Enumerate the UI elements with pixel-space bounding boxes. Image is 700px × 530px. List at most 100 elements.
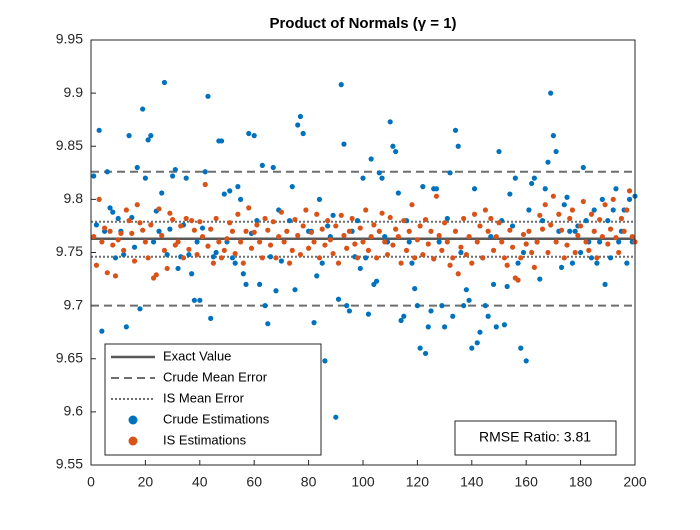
point — [393, 226, 399, 232]
point — [210, 254, 216, 260]
point — [539, 218, 546, 224]
point — [131, 244, 138, 250]
point — [610, 196, 616, 202]
point — [316, 255, 323, 261]
y-tick-label: 9.85 — [56, 137, 83, 153]
point — [199, 225, 206, 231]
y-tick-label: 9.65 — [56, 349, 83, 365]
point — [594, 255, 600, 261]
point — [379, 210, 385, 216]
point — [493, 324, 499, 330]
point — [616, 239, 622, 245]
point — [91, 233, 97, 240]
point — [477, 329, 483, 335]
point — [548, 90, 554, 96]
point — [286, 218, 293, 224]
point — [354, 255, 361, 261]
point — [480, 255, 486, 261]
point — [626, 188, 633, 194]
point — [150, 239, 157, 245]
point — [262, 303, 268, 309]
point — [526, 207, 532, 213]
point — [311, 320, 317, 326]
point — [235, 184, 241, 190]
point — [205, 93, 211, 99]
point — [167, 226, 173, 232]
point — [246, 205, 252, 211]
point — [357, 265, 363, 272]
point — [99, 328, 105, 334]
point — [442, 220, 448, 226]
point — [104, 270, 110, 276]
point — [96, 127, 102, 133]
point — [572, 228, 578, 234]
point — [191, 227, 197, 233]
point — [235, 211, 241, 217]
point — [180, 255, 187, 261]
point — [376, 228, 382, 234]
point — [314, 211, 320, 217]
point — [344, 245, 350, 251]
point — [368, 156, 374, 162]
point — [265, 321, 271, 327]
point — [99, 239, 105, 245]
point — [330, 250, 336, 257]
point — [607, 226, 614, 232]
point — [398, 260, 404, 266]
point — [240, 260, 246, 266]
point — [175, 239, 181, 245]
point — [458, 244, 464, 250]
point — [112, 273, 119, 279]
point — [488, 215, 494, 222]
point — [414, 303, 420, 309]
point — [537, 276, 543, 282]
legend-swatch — [128, 436, 138, 446]
point — [583, 239, 589, 245]
point — [216, 239, 222, 245]
point — [605, 241, 611, 247]
point — [578, 249, 584, 256]
point — [578, 223, 584, 229]
point — [580, 198, 586, 205]
point — [428, 228, 434, 234]
point — [352, 241, 358, 247]
point — [314, 273, 320, 279]
point — [316, 196, 323, 202]
point — [170, 216, 176, 223]
point — [306, 245, 312, 251]
point — [382, 233, 388, 240]
x-tick-label: 140 — [460, 474, 484, 490]
point — [148, 222, 154, 228]
point — [322, 242, 328, 248]
point — [175, 265, 181, 272]
point — [512, 175, 518, 181]
point — [515, 277, 521, 283]
y-tick-label: 9.75 — [56, 243, 83, 259]
point — [471, 186, 478, 192]
point — [183, 215, 189, 222]
point — [542, 186, 548, 192]
point — [273, 288, 279, 294]
point — [374, 255, 380, 261]
point — [493, 233, 499, 240]
point — [232, 260, 238, 266]
point — [161, 79, 168, 86]
point — [134, 202, 140, 208]
point — [371, 222, 377, 228]
point — [126, 133, 132, 139]
point — [137, 306, 143, 312]
point — [469, 345, 475, 351]
point — [450, 255, 456, 261]
point — [501, 255, 508, 261]
point — [431, 256, 437, 262]
point — [205, 243, 211, 249]
point — [482, 207, 488, 213]
point — [414, 237, 420, 243]
point — [501, 322, 508, 328]
point — [346, 228, 352, 234]
point — [613, 235, 619, 241]
point — [428, 308, 434, 314]
point — [569, 260, 576, 266]
legend-swatch — [128, 415, 138, 425]
point — [518, 255, 524, 261]
